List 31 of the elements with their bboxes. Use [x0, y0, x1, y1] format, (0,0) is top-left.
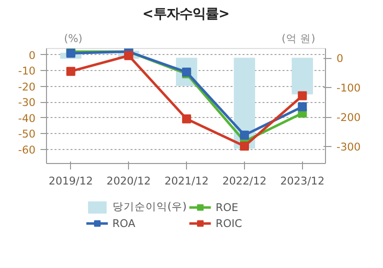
x-tick-label: 2019/12 — [48, 174, 93, 188]
legend-label: ROA — [112, 216, 136, 230]
y-tick-label: 0 — [28, 48, 36, 62]
y-axis-title: (%) — [64, 32, 82, 45]
point — [240, 130, 249, 140]
legend-label: ROE — [216, 200, 240, 214]
point — [298, 102, 307, 112]
x-tick-label: 2020/12 — [106, 174, 151, 188]
legend-label: ROIC — [216, 216, 244, 230]
x-tick-label: 2022/12 — [222, 174, 267, 188]
bar — [292, 58, 313, 94]
x-tick-label: 2023/12 — [280, 174, 324, 188]
y-tick-label: -30 — [18, 96, 36, 110]
y-tick-label: -10 — [18, 64, 36, 78]
point — [124, 51, 134, 60]
y2-tick-label: -100 — [336, 82, 361, 95]
chart-title: <투자수익률> — [142, 7, 230, 22]
y-tick-label: -60 — [18, 143, 36, 156]
point — [182, 114, 192, 124]
x-tick-label: 2021/12 — [164, 174, 209, 188]
point — [298, 91, 307, 100]
y2-tick-label: 0 — [336, 52, 344, 66]
y2-tick-label: -300 — [336, 140, 361, 154]
point — [240, 142, 249, 151]
point — [66, 66, 76, 76]
y2-axis-title: (억 원) — [282, 32, 316, 45]
y-tick-label: -50 — [18, 128, 36, 141]
legend-label: 당기순이익(우) — [112, 200, 187, 214]
y-tick-label: -40 — [18, 112, 36, 125]
y-tick-label: -20 — [18, 80, 36, 94]
y2-tick-label: -200 — [336, 111, 361, 124]
